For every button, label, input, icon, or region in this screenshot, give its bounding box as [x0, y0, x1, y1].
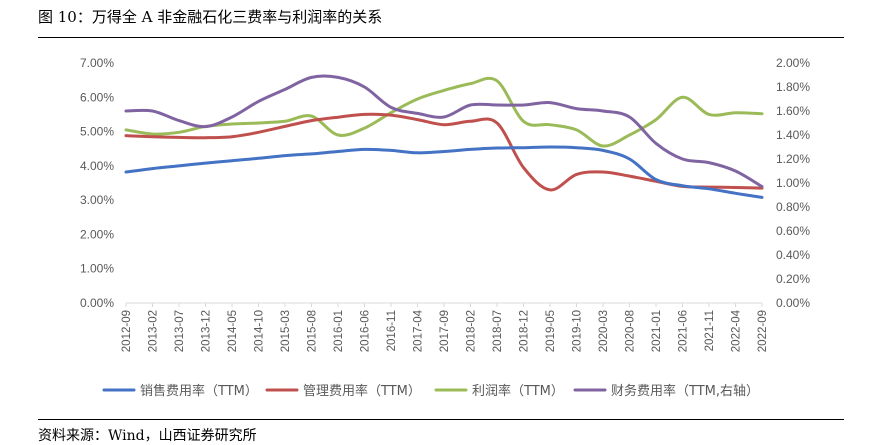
legend-label: 财务费用率（TTM,右轴） [611, 383, 759, 399]
y-left-tick-label: 5.00% [80, 125, 114, 139]
figure-title: 图 10：万得全 A 非金融石化三费率与利润率的关系 [38, 8, 383, 26]
x-tick-label: 2015-03 [280, 310, 292, 352]
chart-legend: 销售费用率（TTM） 管理费用率（TTM） 利润率（TTM） 财务费用率（TTM,右轴… [102, 383, 759, 399]
y-right-tick-label: 0.00% [776, 296, 810, 310]
chart-series [124, 74, 764, 199]
y-left-tick-label: 0.00% [80, 296, 114, 310]
y-right-tick-label: 2.00% [776, 56, 810, 70]
y-right-tick-label: 0.20% [776, 272, 810, 286]
y-left-tick-label: 2.00% [80, 227, 114, 241]
legend-item-sales: 销售费用率（TTM） [102, 383, 258, 399]
y-right-tick-label: 0.80% [776, 200, 810, 214]
line-chart: 0.00% 1.00% 2.00% 3.00% 4.00% 5.00% 6.00% 7.00%… [80, 56, 810, 399]
x-tick-label: 2018-12 [519, 310, 531, 352]
y-left-tick-label: 6.00% [80, 90, 114, 104]
finance-expense-ratio-line [124, 74, 764, 189]
y-right-tick-label: 1.00% [776, 176, 810, 190]
x-tick-label: 2021-01 [651, 310, 663, 352]
y-left-tick-label: 4.00% [80, 159, 114, 173]
x-tick-label: 2013-02 [148, 310, 160, 352]
x-tick-label: 2012-09 [121, 310, 133, 352]
y-right-tick-label: 1.80% [776, 80, 810, 94]
x-tick-label: 2018-07 [492, 310, 504, 352]
x-tick-label: 2016-06 [360, 310, 372, 352]
x-tick-label: 2017-04 [413, 309, 425, 352]
y-left-tick-label: 3.00% [80, 193, 114, 207]
x-tick-label: 2019-10 [572, 310, 584, 352]
x-tick-label: 2021-06 [678, 310, 690, 352]
x-tick-label: 2019-05 [545, 310, 557, 352]
x-tick-label: 2022-04 [731, 309, 743, 352]
legend-item-profit: 利润率（TTM） [434, 383, 564, 399]
x-tick-label: 2017-09 [439, 310, 451, 352]
profit-margin-line [124, 76, 764, 148]
y-left-tick-label: 7.00% [80, 56, 114, 70]
y-right-tick-label: 1.40% [776, 128, 810, 142]
x-tick-label: 2015-08 [307, 310, 319, 352]
legend-label: 销售费用率（TTM） [140, 383, 258, 399]
x-tick-label: 2014-05 [227, 310, 239, 352]
y-right-tick-label: 1.60% [776, 104, 810, 118]
x-tick-label: 2020-03 [598, 310, 610, 352]
legend-label: 利润率（TTM） [472, 383, 564, 399]
sales-expense-ratio-line [124, 145, 764, 199]
x-tick-label: 2013-12 [201, 310, 213, 352]
x-tick-label: 2014-10 [254, 310, 266, 352]
x-tick-label: 2020-08 [625, 310, 637, 352]
legend-label: 管理费用率（TTM） [303, 383, 421, 399]
y-right-tick-label: 0.40% [776, 248, 810, 262]
x-tick-label: 2021-11 [704, 310, 716, 351]
y-right-tick-label: 0.60% [776, 224, 810, 238]
top-rule [38, 37, 844, 38]
x-tick-label: 2013-07 [174, 310, 186, 352]
chart-axes: 0.00% 1.00% 2.00% 3.00% 4.00% 5.00% 6.00% 7.00%… [80, 56, 810, 352]
admin-expense-ratio-line [124, 112, 764, 192]
legend-item-finance: 财务费用率（TTM,右轴） [573, 383, 759, 399]
y-left-tick-label: 1.00% [80, 262, 114, 276]
figure-source: 资料来源：Wind，山西证券研究所 [38, 428, 257, 444]
x-tick-label: 2022-09 [757, 310, 769, 352]
x-tick-label: 2016-01 [333, 310, 345, 352]
bottom-rule [38, 419, 844, 420]
x-tick-label: 2016-11 [386, 310, 398, 351]
legend-item-admin: 管理费用率（TTM） [265, 383, 421, 399]
x-tick-label: 2018-02 [466, 310, 478, 352]
y-right-tick-label: 1.20% [776, 152, 810, 166]
